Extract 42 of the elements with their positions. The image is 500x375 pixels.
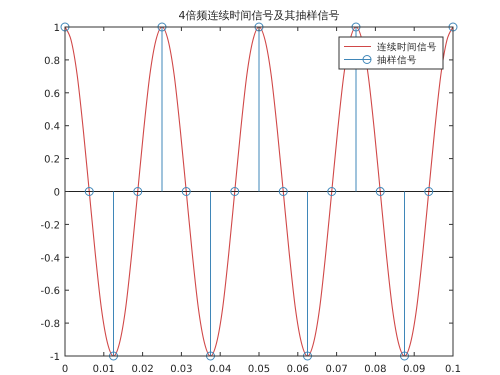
legend-label: 连续时间信号 xyxy=(377,41,437,53)
point xyxy=(424,187,434,196)
point xyxy=(84,187,94,196)
x-tick-label: 0.1 xyxy=(445,364,461,375)
x-tick-label: 0 xyxy=(62,364,68,375)
point xyxy=(182,187,191,196)
y-tick-label: 0.8 xyxy=(44,56,60,67)
x-tick-label: 0.04 xyxy=(209,364,232,375)
point xyxy=(352,22,360,32)
point xyxy=(376,187,385,196)
y-tick-label: 0.2 xyxy=(44,154,60,166)
point xyxy=(133,187,142,196)
y-tick-label: 0.6 xyxy=(44,88,60,100)
point xyxy=(278,187,288,196)
x-tick-label: 0.03 xyxy=(170,364,193,375)
x-tick-label: 0.09 xyxy=(403,364,426,375)
point xyxy=(327,187,336,196)
y-tick-label: -0.6 xyxy=(40,286,60,298)
point xyxy=(254,22,264,32)
point xyxy=(448,22,458,32)
y-tick-label: 0.4 xyxy=(44,122,60,133)
point xyxy=(109,352,118,360)
x-tick-label: 0.07 xyxy=(325,364,348,375)
y-tick-label: -0.8 xyxy=(40,319,60,330)
point xyxy=(158,22,166,32)
y-tick-label: -1 xyxy=(50,352,60,363)
x-tick-label: 0.06 xyxy=(286,364,309,375)
point xyxy=(230,187,240,196)
y-tick-label: 0 xyxy=(54,188,60,198)
legend-label: 抽样信号 xyxy=(377,54,417,66)
x-tick-label: 0.02 xyxy=(131,364,154,375)
y-tick-label: -0.4 xyxy=(40,253,60,264)
point xyxy=(206,352,215,360)
x-tick-label: 0.08 xyxy=(364,364,387,375)
point xyxy=(60,22,70,32)
x-tick-label: 0.05 xyxy=(248,364,270,375)
y-tick-label: 1 xyxy=(54,23,60,34)
x-tick-label: 0.01 xyxy=(92,364,115,375)
point xyxy=(303,352,312,360)
point xyxy=(400,352,409,360)
chart-title: 4倍频连续时间信号及其抽样信号 xyxy=(178,9,340,22)
y-tick-label: -0.2 xyxy=(40,220,60,232)
